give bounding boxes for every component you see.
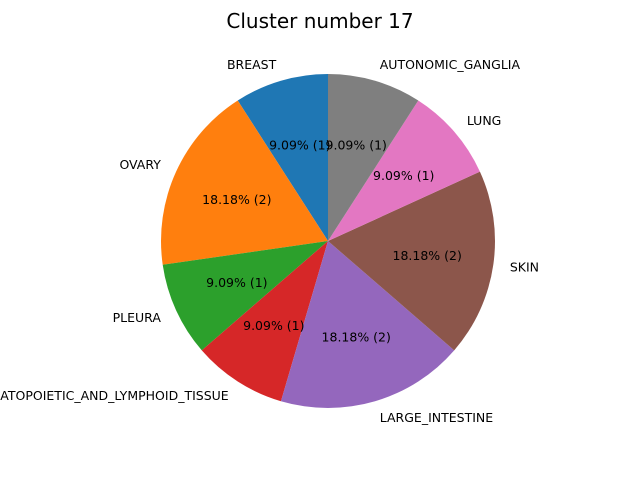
pie-category-label: HAEMATOPOIETIC_AND_LYMPHOID_TISSUE [0,388,229,403]
pie-slice-haematopoietic-and-lymphoid-tissue [201,241,328,402]
chart-title: Cluster number 17 [226,9,413,33]
pie-slice-pleura [162,241,328,351]
pie-labels: 9.09% (1) BREAST 18.18% (2) OVARY 9.09% (1) P… [0,57,539,425]
pie-category-label: BREAST [227,57,277,72]
pie-percent-label: 9.09% (1) [206,275,267,290]
pie-category-label: PLEURA [113,310,162,325]
pie-category-label: LARGE_INTESTINE [380,410,493,425]
pie-percent-label: 9.09% (1) [373,168,434,183]
pie-percent-label: 18.18% (2) [322,330,391,345]
pie-slices [161,74,495,409]
pie-percent-label: 9.09% (1) [326,137,387,152]
pie-slice-breast [237,74,328,241]
pie-percent-label: 18.18% (2) [202,192,271,207]
pie-slice-ovary [161,100,328,265]
pie-category-label: OVARY [119,157,161,172]
pie-slice-lung [328,100,480,242]
pie-category-label: AUTONOMIC_GANGLIA [380,57,521,72]
pie-percent-label: 9.09% (1) [269,137,330,152]
pie-category-label: LUNG [467,113,502,128]
pie-slice-skin [328,171,495,351]
pie-category-label: SKIN [510,260,539,275]
pie-percent-label: 18.18% (2) [393,248,462,263]
pie-slice-autonomic-ganglia [328,74,419,241]
pie-slice-large-intestine [280,241,455,409]
pie-percent-label: 9.09% (1) [243,318,304,333]
